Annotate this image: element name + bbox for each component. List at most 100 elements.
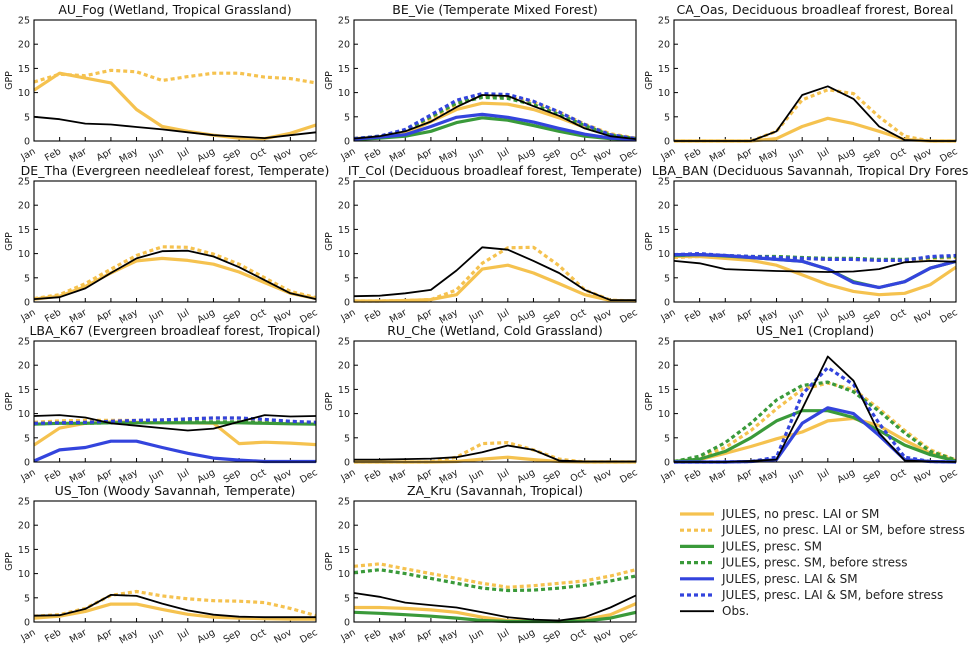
x-tick-label: Jul [175,307,191,323]
y-tick-label: 5 [24,112,30,123]
x-tick-label: Aug [515,627,537,645]
y-axis-label: GPP [324,552,335,571]
x-tick-label: Jun [146,467,165,484]
panel-title: RU_Che (Wetland, Cold Grassland) [387,323,603,338]
series-line-laism [674,253,957,290]
y-tick-label: 20 [18,201,30,212]
y-axis-label: GPP [644,71,655,90]
x-tick-label: Mar [388,467,409,486]
x-tick-label: Dec [298,146,319,165]
series-line-sm [33,421,317,426]
series-line-nop [33,256,317,301]
series-line-obs [353,246,636,302]
y-tick-label: 25 [338,497,350,508]
y-tick-label: 5 [344,433,350,444]
panel-8: RU_Che (Wetland, Cold Grassland) GPP 0 5 10 1… [324,323,640,486]
x-tick-label: Jul [815,146,831,162]
series-line-nop_bs [33,245,317,301]
x-tick-label: Mar [708,307,729,326]
y-tick-label: 15 [18,385,30,396]
y-axis-label: GPP [324,71,335,90]
legend-label: JULES, presc. SM [721,539,822,553]
x-tick-label: Dec [618,307,639,326]
x-tick-label: Jun [146,146,165,163]
y-tick-label: 20 [658,40,670,51]
series-line-laism [33,439,316,464]
series-line-nop_bs [353,562,637,589]
series-line-obs [33,414,317,432]
x-tick-label: Jan [338,467,357,484]
x-tick-label: Jan [18,307,37,324]
y-tick-label: 10 [18,249,30,260]
legend-item-laism: JULES, presc. LAI & SM [680,572,858,586]
legend-item-sm: JULES, presc. SM [680,539,822,553]
y-tick-label: 15 [658,225,670,236]
y-tick-label: 25 [18,16,30,27]
y-tick-label: 20 [338,40,350,51]
y-tick-label: 10 [658,88,670,99]
y-tick-label: 10 [338,569,350,580]
y-tick-label: 20 [658,361,670,372]
y-tick-label: 10 [18,88,30,99]
x-tick-label: Jun [146,627,165,644]
series-line-sm_bs [353,568,637,593]
y-tick-label: 20 [338,521,350,532]
x-tick-label: Jul [815,467,831,483]
x-tick-label: Feb [683,467,703,485]
x-tick-label: Sep [542,146,563,164]
y-tick-label: 0 [24,458,30,469]
panels-grid: AU_Fog (Wetland, Tropical Grassland) GPP 0… [4,2,968,645]
panel-title: US_Ne1 (Cropland) [756,323,874,338]
x-tick-label: Feb [363,146,383,164]
x-tick-label: Nov [272,627,294,645]
legend-label: JULES, presc. LAI & SM [721,572,858,586]
y-tick-label: 0 [24,137,30,148]
y-tick-label: 15 [338,64,350,75]
y-tick-label: 15 [18,64,30,75]
y-tick-label: 15 [338,385,350,396]
y-tick-label: 10 [18,409,30,420]
series-line-laism_bs [673,252,957,262]
legend-label: Obs. [722,604,749,618]
legend: JULES, no presc. LAI or SM JULES, no pres… [680,507,965,618]
x-tick-label: Aug [835,467,857,486]
legend-item-sm_bs: JULES, presc. SM, before stress [680,556,908,570]
x-tick-label: Jan [18,467,37,484]
x-tick-label: Jan [338,307,357,324]
x-tick-label: Dec [298,467,319,486]
x-tick-label: Dec [298,627,319,645]
x-tick-label: Sep [222,627,243,645]
plot-frame [353,180,637,303]
panel-title: CA_Oas, Deciduous broadleaf frorest, Bor… [676,2,953,17]
y-axis-label: GPP [324,232,335,251]
y-tick-label: 0 [344,298,350,309]
panel-7: LBA_K67 (Evergreen broadleaf forest, Tro… [4,323,321,486]
series-line-nop_bs [674,88,956,143]
y-tick-label: 10 [338,88,350,99]
series-line-obs [33,594,316,619]
series-line-laism_bs [353,91,637,141]
y-tick-label: 0 [664,458,670,469]
legend-label: JULES, no presc. LAI or SM, before stres… [721,523,965,537]
x-tick-label: Apr [735,146,755,164]
y-tick-label: 25 [18,497,30,508]
y-tick-label: 5 [664,273,670,284]
x-tick-label: Sep [222,146,243,164]
x-tick-label: Jul [495,146,511,162]
y-tick-label: 10 [18,569,30,580]
legend-item-nop_bs: JULES, no presc. LAI or SM, before stres… [680,523,965,537]
y-tick-label: 10 [338,249,350,260]
series-line-nop [33,71,317,141]
panel-5: IT_Col (Deciduous broadleaf forest, Temp… [324,163,642,326]
series-line-nop_bs [33,68,317,85]
x-tick-label: Feb [43,146,63,164]
y-axis-label: GPP [4,552,15,571]
series-line-obs [353,592,637,622]
x-tick-label: Oct [568,627,588,645]
y-tick-label: 5 [344,593,350,604]
y-tick-label: 5 [24,593,30,604]
y-tick-label: 5 [24,433,30,444]
x-tick-label: May [438,627,461,645]
legend-label: JULES, no presc. LAI or SM [721,507,879,521]
y-tick-label: 5 [664,433,670,444]
